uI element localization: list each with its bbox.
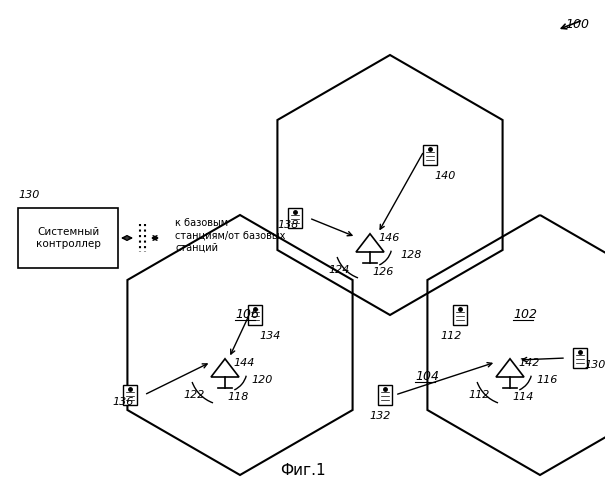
Text: 112: 112 [440,331,462,341]
Text: 130: 130 [584,360,605,370]
Text: Фиг.1: Фиг.1 [280,463,325,478]
Text: 118: 118 [227,392,249,402]
Text: 134: 134 [259,331,280,341]
Text: 146: 146 [378,233,399,243]
FancyBboxPatch shape [424,145,437,165]
Text: 130: 130 [18,190,39,200]
Text: 132: 132 [369,411,390,421]
FancyBboxPatch shape [18,208,118,268]
Text: 106: 106 [235,308,259,321]
Text: к базовым
станциям/от базовых
станций: к базовым станциям/от базовых станций [175,218,286,253]
FancyBboxPatch shape [123,385,137,405]
Text: 126: 126 [372,267,393,277]
Text: 122: 122 [183,390,204,400]
Text: 124: 124 [328,265,349,275]
Text: 102: 102 [513,308,537,321]
Text: 138: 138 [277,220,298,230]
Text: 112: 112 [468,390,489,400]
Text: 116: 116 [536,375,557,385]
FancyBboxPatch shape [453,305,466,325]
Text: 142: 142 [518,358,540,368]
FancyBboxPatch shape [574,348,587,368]
FancyBboxPatch shape [289,208,302,228]
Text: 128: 128 [400,250,421,260]
Text: 144: 144 [233,358,254,368]
FancyBboxPatch shape [378,385,391,405]
FancyBboxPatch shape [249,305,261,325]
Text: Системный
контроллер: Системный контроллер [36,227,100,249]
Text: 136: 136 [112,397,133,407]
Text: 120: 120 [251,375,272,385]
Text: 140: 140 [434,171,456,181]
Text: 104: 104 [415,370,439,383]
Text: 114: 114 [512,392,534,402]
Text: 100: 100 [565,18,589,31]
